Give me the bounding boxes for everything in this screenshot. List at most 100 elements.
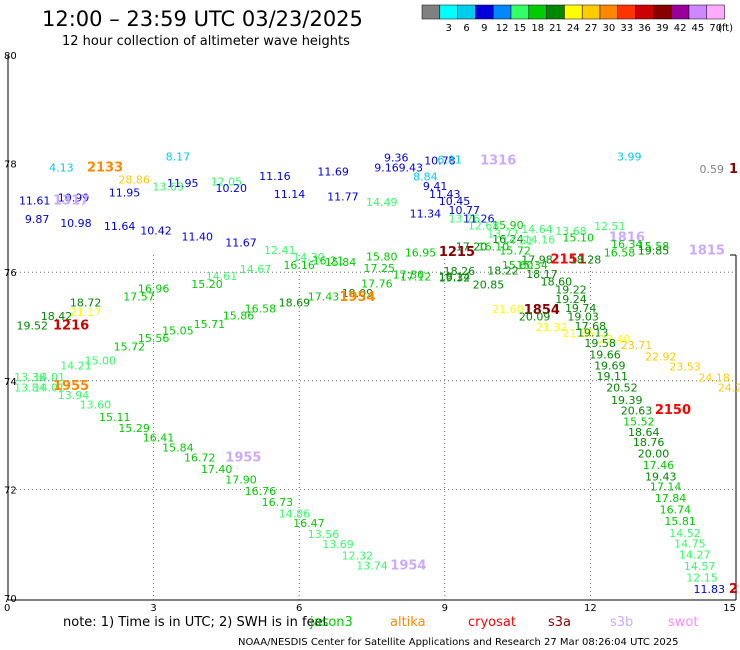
wave-height-label: 11.61 (19, 195, 51, 208)
wave-height-label: 11.95 (167, 177, 199, 190)
wave-height-label: 13.74 (356, 559, 388, 572)
wave-height-label: 17.12 (400, 271, 432, 284)
wave-height-label: 18.26 (444, 265, 476, 278)
legend-label: 21 (549, 23, 562, 34)
wave-height-label: 18.17 (526, 268, 558, 281)
pass-time-label: 1317 (53, 194, 89, 209)
wave-height-label: 10.99 (58, 191, 90, 204)
wave-height-label: 13.94 (58, 389, 90, 402)
wave-height-label: 19.09 (342, 287, 374, 300)
grid-lines (8, 255, 736, 600)
wave-height-label: 15.60 (502, 259, 534, 272)
wave-height-label: 11.64 (104, 220, 136, 233)
wave-height-label: 3.99 (617, 151, 642, 164)
wave-height-label: 16.34 (611, 238, 643, 251)
legend-swatch (439, 4, 458, 20)
wave-height-label: 15.72 (114, 341, 146, 354)
wave-height-label: 18.72 (70, 297, 102, 310)
wave-height-label: 13.84 (14, 381, 46, 394)
wave-height-label: 14.64 (521, 223, 553, 236)
wave-height-label: 11.40 (182, 230, 214, 243)
wave-height-label: 9.36 (384, 152, 409, 165)
wave-height-label: 17.25 (364, 262, 396, 275)
wave-height-label: 24.18 (698, 372, 730, 385)
wave-height-label: 13.36 (14, 371, 46, 384)
wave-height-label: 14.16 (524, 234, 556, 247)
wave-height-label: 21.36 (563, 327, 595, 340)
wave-height-label: 19.11 (596, 370, 628, 383)
legend-swatch (670, 4, 690, 20)
wave-height-label: 13.56 (308, 528, 340, 541)
legend-label: 45 (692, 23, 705, 34)
legend-label: 27 (585, 23, 598, 34)
satellite-label: altika (390, 615, 426, 630)
wave-height-label: 12.68 (468, 220, 500, 233)
wave-height-label: 22.92 (645, 350, 677, 363)
wave-height-label: 23.71 (621, 339, 653, 352)
wave-height-label: 14.27 (679, 549, 711, 562)
y-tick-label: 72 (4, 485, 17, 496)
wave-height-label: 12.41 (264, 244, 296, 257)
wave-height-label: 15.81 (664, 515, 696, 528)
legend-swatch (492, 4, 512, 20)
wave-height-label: 10.20 (216, 182, 248, 195)
wave-height-label: 16.21 (313, 254, 345, 267)
wave-height-label: 14.57 (684, 560, 716, 573)
wave-height-label: 20.09 (519, 311, 551, 324)
legend-swatch (475, 4, 494, 20)
wave-height-label: 16.16 (283, 259, 315, 272)
wave-height-label: 13.60 (80, 399, 112, 412)
wave-height-label: 15.56 (138, 332, 170, 345)
legend-swatch (528, 4, 547, 20)
wave-height-label: 11.43 (429, 188, 461, 201)
legend-swatch (599, 4, 619, 20)
wave-height-label: 16.47 (293, 517, 325, 530)
wave-height-label: 15.84 (162, 442, 194, 455)
wave-height-label: 19.69 (594, 360, 626, 373)
wave-height-label: 19.03 (567, 311, 599, 324)
pass-time-label: 1 (729, 162, 738, 177)
wave-height-label: 16.95 (405, 247, 437, 260)
color-legend: 3 6 9 12 15 18 21 24 27 30 33 36 39 42 45 70 (421, 4, 725, 34)
legend-label: 33 (620, 23, 633, 34)
satellite-label: s3a (548, 615, 571, 630)
pass-time-label: 1955 (225, 450, 261, 465)
wave-height-label: 10.77 (448, 204, 480, 217)
wave-height-label: 13.77 (487, 228, 519, 241)
legend-swatch (457, 4, 476, 20)
legend-swatch (706, 4, 725, 20)
pass-time-label: 2151 (550, 253, 586, 268)
legend-label: 15 (514, 23, 527, 34)
wave-height-label: 19.22 (555, 284, 587, 297)
wave-height-label: 13.76 (448, 212, 480, 225)
wave-height-label: 16.73 (262, 496, 294, 509)
wave-height-label: 17.30 (393, 268, 425, 281)
wave-height-label: 14.75 (674, 538, 706, 551)
wave-height-label: 18.42 (41, 310, 73, 323)
wave-height-label: 17.84 (655, 492, 687, 505)
wave-height-label: 15.90 (492, 219, 524, 232)
legend-swatch (546, 4, 565, 20)
wave-height-label: 21.60 (492, 303, 524, 316)
legend-swatch (635, 4, 654, 20)
x-tick-label: 9 (442, 603, 448, 614)
wave-height-label: 0.59 (699, 163, 724, 176)
wave-height-label: 18.22 (487, 265, 519, 278)
wave-height-label: 14.01 (34, 371, 66, 384)
pass-time-label: 1955 (53, 379, 89, 394)
wave-height-label: 13.68 (555, 225, 587, 238)
wave-height-label: 13.69 (322, 538, 354, 551)
y-tick-label: 74 (4, 377, 17, 388)
wave-height-label: 12.05 (211, 176, 243, 189)
satellite-label: cryosat (468, 615, 516, 630)
wave-height-label: 19.43 (645, 470, 677, 483)
x-tick-label: 12 (584, 603, 597, 614)
wave-height-label: 20.85 (473, 279, 505, 292)
wave-height-label: 11.67 (225, 236, 257, 249)
wave-height-label: 10.98 (60, 217, 92, 230)
x-tick-label: 3 (150, 603, 156, 614)
wave-height-label: 16.76 (245, 485, 277, 498)
legend-label: 3 (446, 23, 452, 34)
wave-height-label: 15.00 (84, 355, 116, 368)
